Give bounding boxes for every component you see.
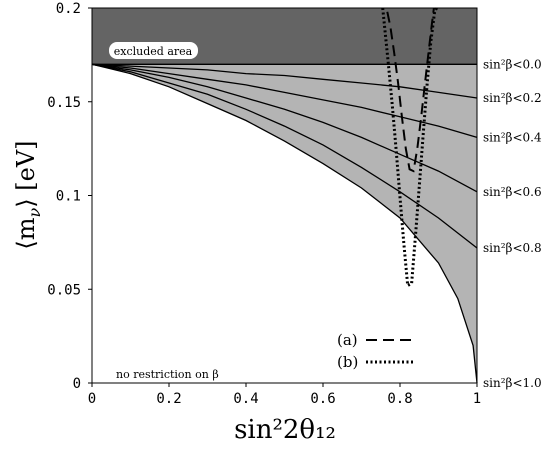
curve-label-sin2beta-0: sin²β<0.0 — [483, 57, 542, 71]
contours-layer — [381, 7, 438, 288]
legend: (a) (b) — [337, 331, 414, 371]
y-tick-label: 0.2 — [56, 1, 81, 17]
x-tick-label: 0.2 — [156, 391, 181, 407]
legend-label-a: (a) — [337, 331, 358, 349]
curve-sin2beta-3 — [91, 63, 478, 193]
excluded-area-label-group: excluded area — [109, 42, 198, 59]
curve-label-sin2beta-2: sin²β<0.4 — [483, 130, 542, 144]
excluded-area-label: excluded area — [114, 45, 193, 58]
x-tick-label: 1 — [473, 391, 481, 407]
x-tick-label: 0.6 — [310, 391, 335, 407]
curve-sin2beta-5 — [91, 63, 478, 384]
curve-sin2beta-2 — [91, 63, 478, 139]
x-tick-label: 0.4 — [233, 391, 258, 407]
excluded-area-label-bg — [109, 42, 198, 59]
contour-a — [386, 7, 435, 173]
annotation-no-restriction: no restriction on β — [116, 368, 219, 381]
y-tick-label: 0.1 — [56, 189, 81, 205]
curve-labels-layer: sin²β<0.0 sin²β<0.2 sin²β<0.4 sin²β<0.6 sin²… — [483, 57, 542, 390]
curve-sin2beta-1 — [91, 63, 478, 99]
y-axis-label-sub: ν — [25, 207, 44, 217]
curve-label-sin2beta-1: sin²β<0.2 — [483, 91, 542, 105]
x-tick-label: 0.8 — [387, 391, 412, 407]
x-axis-label: sin²2θ₁₂ — [234, 415, 336, 445]
y-axis-label: ⟨mν⟩ [eV] — [12, 140, 44, 249]
ticks-layer: 0 0.2 0.4 0.6 0.8 1 0 0.05 0.1 0.15 0.2 — [47, 1, 481, 407]
contour-b — [381, 7, 438, 288]
curve-label-sin2beta-4: sin²β<0.8 — [483, 241, 542, 255]
legend-label-b: (b) — [337, 353, 358, 371]
curve-label-sin2beta-3: sin²β<0.6 — [483, 185, 542, 199]
curve-sin2beta-4 — [91, 63, 478, 249]
allowed-region — [92, 64, 477, 383]
y-tick-label: 0.15 — [47, 95, 81, 111]
y-axis-label-tail: ⟩ [eV] — [12, 140, 40, 207]
y-axis-label-main: ⟨m — [12, 217, 40, 249]
y-tick-label: 0 — [73, 376, 81, 392]
curve-label-sin2beta-5: sin²β<1.0 — [483, 376, 542, 390]
curves-layer — [91, 63, 478, 384]
y-tick-label: 0.05 — [47, 282, 81, 298]
x-tick-label: 0 — [88, 391, 96, 407]
